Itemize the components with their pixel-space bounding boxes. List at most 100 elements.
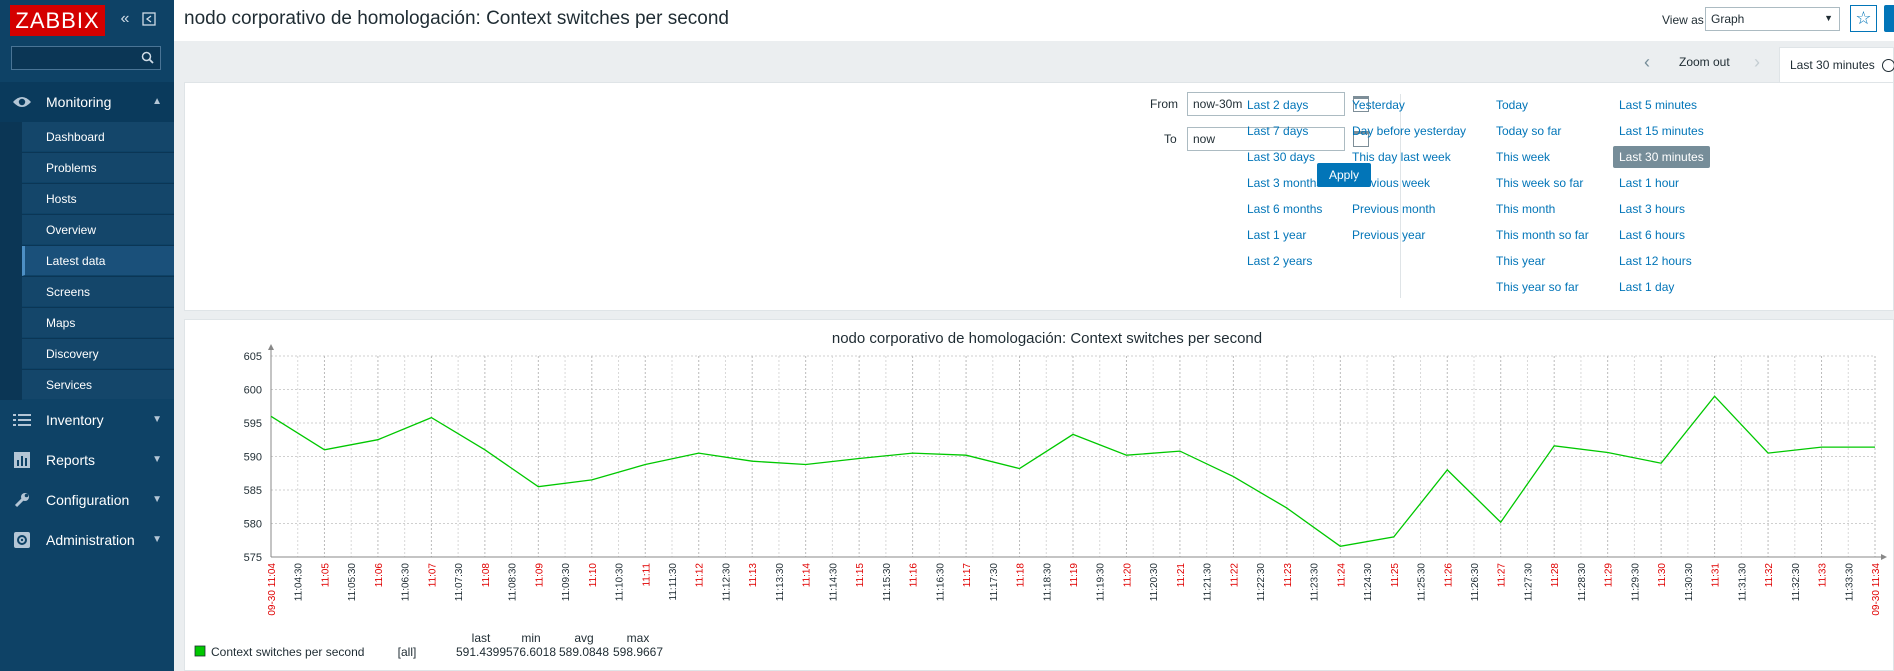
x-tick-label: 11:09 (534, 563, 545, 588)
quick-link-previous-year[interactable]: Previous year (1352, 228, 1426, 242)
calendar-icon[interactable] (1353, 96, 1369, 112)
search-icon[interactable] (141, 51, 154, 64)
x-tick-label: 11:18:30 (1042, 563, 1053, 602)
kiosk-mode-button[interactable] (1884, 5, 1894, 32)
filter-divider (1400, 94, 1401, 298)
quick-link-last-7-days[interactable]: Last 7 days (1247, 124, 1309, 138)
legend-series-name: Context switches per second (211, 645, 364, 659)
submenu-dashboard[interactable]: Dashboard (22, 122, 174, 152)
x-tick-label: 11:29 (1604, 563, 1615, 588)
zoom-out-button[interactable]: Zoom out (1679, 55, 1730, 69)
x-tick-label: 11:27:30 (1523, 563, 1534, 602)
to-input[interactable] (1187, 127, 1345, 151)
quick-link-last-30-days[interactable]: Last 30 days (1247, 150, 1316, 164)
graph-chart: nodo corporativo de homologación: Contex… (194, 330, 1887, 659)
submenu-latest-data[interactable]: Latest data (22, 246, 174, 276)
quick-link-last-6-hours[interactable]: Last 6 hours (1619, 228, 1686, 242)
x-tick-label: 11:14:30 (828, 563, 839, 602)
x-tick-label: 11:31:30 (1737, 563, 1748, 602)
time-period-tab[interactable]: Last 30 minutes (1779, 47, 1894, 82)
submenu-services[interactable]: Services (22, 370, 174, 400)
quick-link-last-6-months[interactable]: Last 6 months (1247, 202, 1323, 216)
submenu-problems[interactable]: Problems (22, 153, 174, 183)
y-tick-label: 580 (244, 519, 262, 531)
chevron-down-icon: ▼ (152, 454, 162, 465)
x-tick-label: 11:24 (1336, 563, 1347, 588)
menu-configuration[interactable]: Configuration ▼ (0, 480, 174, 520)
chevron-left-icon[interactable]: ‹ (1644, 52, 1650, 72)
quick-link-this-month-so-far[interactable]: This month so far (1496, 228, 1589, 242)
x-tick-label: 11:16 (909, 563, 920, 588)
quick-link-this-year[interactable]: This year (1496, 254, 1546, 268)
hide-sidebar-icon[interactable] (141, 10, 157, 28)
x-tick-label: 11:15 (855, 563, 866, 588)
y-tick-label: 605 (244, 351, 262, 363)
wrench-icon (14, 493, 29, 508)
x-tick-label: 11:13:30 (775, 563, 786, 602)
x-tick-label: 11:32:30 (1791, 563, 1802, 602)
quick-link-last-15-minutes[interactable]: Last 15 minutes (1619, 124, 1704, 138)
from-input[interactable] (1187, 92, 1345, 116)
quick-link-last-2-years[interactable]: Last 2 years (1247, 254, 1313, 268)
x-tick-label: 11:04:30 (294, 563, 305, 602)
submenu-hosts[interactable]: Hosts (22, 184, 174, 214)
legend-value-max: 598.9667 (613, 645, 663, 659)
x-tick-label: 11:31 (1711, 563, 1722, 588)
x-tick-label: 11:26:30 (1470, 563, 1481, 602)
add-favourite-button[interactable]: ☆ (1850, 5, 1877, 32)
quick-link-previous-month[interactable]: Previous month (1352, 202, 1436, 216)
quick-link-last-30-minutes[interactable]: Last 30 minutes (1613, 146, 1710, 168)
x-tick-label: 11:07:30 (454, 563, 465, 602)
submenu-screens[interactable]: Screens (22, 277, 174, 307)
quick-link-previous-week[interactable]: Previous week (1352, 176, 1431, 190)
collapse-sidebar-icon[interactable]: « (120, 10, 130, 27)
x-tick-label: 11:13 (748, 563, 759, 588)
quick-link-yesterday[interactable]: Yesterday (1352, 98, 1405, 112)
y-tick-label: 595 (244, 418, 262, 430)
quick-link-this-year-so-far[interactable]: This year so far (1496, 280, 1579, 294)
quick-link-last-1-day[interactable]: Last 1 day (1619, 280, 1675, 294)
bar-chart-icon (14, 452, 30, 468)
quick-link-this-day-last-week[interactable]: This day last week (1352, 150, 1451, 164)
quick-link-last-1-year[interactable]: Last 1 year (1247, 228, 1307, 242)
submenu-maps[interactable]: Maps (22, 308, 174, 338)
submenu-discovery[interactable]: Discovery (22, 339, 174, 369)
quick-link-today-so-far[interactable]: Today so far (1496, 124, 1562, 138)
x-tick-label: 11:23 (1283, 563, 1294, 588)
menu-reports[interactable]: Reports ▼ (0, 440, 174, 480)
x-tick-label: 11:23:30 (1310, 563, 1321, 602)
quick-link-day-before-yesterday[interactable]: Day before yesterday (1352, 124, 1467, 138)
calendar-icon[interactable] (1353, 131, 1369, 147)
x-tick-label: 11:27 (1497, 563, 1508, 588)
search-input[interactable] (12, 47, 137, 69)
x-tick-label: 11:20 (1122, 563, 1133, 588)
quick-link-today[interactable]: Today (1496, 98, 1529, 112)
x-tick-label: 11:12 (695, 563, 706, 588)
quick-link-last-2-days[interactable]: Last 2 days (1247, 98, 1309, 112)
zabbix-logo[interactable]: ZABBIX (10, 5, 105, 36)
quick-link-last-3-months[interactable]: Last 3 months (1247, 176, 1323, 190)
quick-link-this-month[interactable]: This month (1496, 202, 1556, 216)
page-title: nodo corporativo de homologación: Contex… (184, 8, 729, 29)
x-tick-label: 11:21:30 (1203, 563, 1214, 602)
submenu-overview[interactable]: Overview (22, 215, 174, 245)
quick-link-last-1-hour[interactable]: Last 1 hour (1619, 176, 1680, 190)
chevron-down-icon: ▼ (152, 494, 162, 505)
x-tick-label: 11:07 (427, 563, 438, 588)
eye-icon (13, 97, 31, 107)
quick-link-last-5-minutes[interactable]: Last 5 minutes (1619, 98, 1698, 112)
page-header: nodo corporativo de homologación: Contex… (174, 0, 1894, 41)
menu-monitoring[interactable]: Monitoring ▲ (0, 82, 174, 122)
quick-link-last-12-hours[interactable]: Last 12 hours (1619, 254, 1692, 268)
apply-button[interactable]: Apply (1317, 163, 1371, 187)
quick-link-this-week[interactable]: This week (1496, 150, 1551, 164)
time-filter-panel: From To Apply Last 2 days Last 7 days Last… (184, 82, 1894, 311)
legend-header-last: last (472, 631, 491, 645)
quick-link-this-week-so-far[interactable]: This week so far (1496, 176, 1584, 190)
x-tick-label: 11:22:30 (1256, 563, 1267, 602)
from-label: From (1150, 97, 1178, 111)
menu-administration[interactable]: Administration ▼ (0, 520, 174, 560)
view-as-select[interactable]: Graph ▼ (1705, 7, 1840, 31)
quick-link-last-3-hours[interactable]: Last 3 hours (1619, 202, 1686, 216)
menu-inventory[interactable]: Inventory ▼ (0, 400, 174, 440)
